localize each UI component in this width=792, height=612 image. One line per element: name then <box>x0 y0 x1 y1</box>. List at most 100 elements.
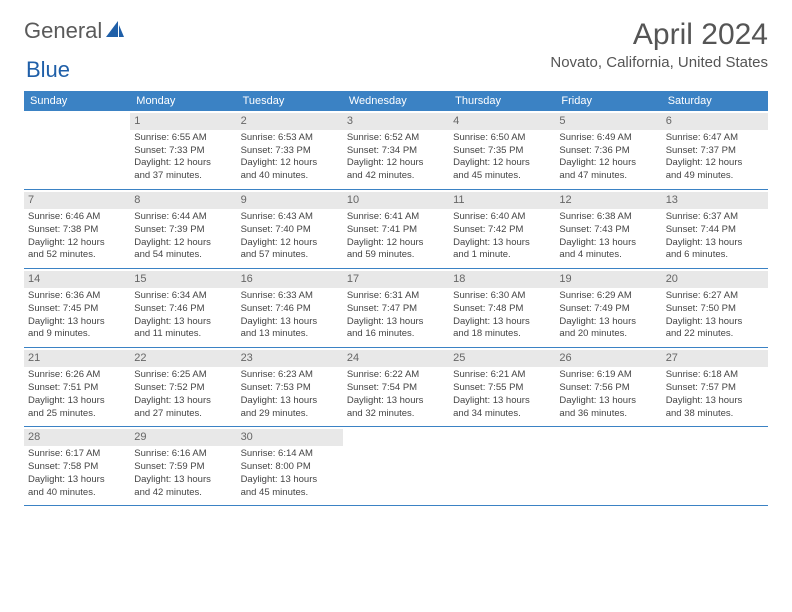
day-cell: 12Sunrise: 6:38 AMSunset: 7:43 PMDayligh… <box>555 190 661 268</box>
daylight-text: Daylight: 12 hours <box>241 237 339 250</box>
week-row: 1Sunrise: 6:55 AMSunset: 7:33 PMDaylight… <box>24 111 768 190</box>
sunrise-text: Sunrise: 6:53 AM <box>241 132 339 145</box>
daylight-text-cont: and 16 minutes. <box>347 328 445 341</box>
daylight-text-cont: and 9 minutes. <box>28 328 126 341</box>
sunrise-text: Sunrise: 6:31 AM <box>347 290 445 303</box>
sunrise-text: Sunrise: 6:26 AM <box>28 369 126 382</box>
sunset-text: Sunset: 7:36 PM <box>559 145 657 158</box>
day-number: 19 <box>555 271 661 288</box>
daylight-text-cont: and 38 minutes. <box>666 408 764 421</box>
day-cell: 6Sunrise: 6:47 AMSunset: 7:37 PMDaylight… <box>662 111 768 189</box>
sunrise-text: Sunrise: 6:40 AM <box>453 211 551 224</box>
day-number: 3 <box>343 113 449 130</box>
daylight-text-cont: and 54 minutes. <box>134 249 232 262</box>
sunrise-text: Sunrise: 6:14 AM <box>241 448 339 461</box>
sunrise-text: Sunrise: 6:55 AM <box>134 132 232 145</box>
daylight-text: Daylight: 13 hours <box>453 395 551 408</box>
sunrise-text: Sunrise: 6:27 AM <box>666 290 764 303</box>
day-number: 13 <box>662 192 768 209</box>
sunrise-text: Sunrise: 6:30 AM <box>453 290 551 303</box>
sunset-text: Sunset: 7:51 PM <box>28 382 126 395</box>
daylight-text: Daylight: 13 hours <box>134 474 232 487</box>
week-row: 14Sunrise: 6:36 AMSunset: 7:45 PMDayligh… <box>24 269 768 348</box>
day-cell: 22Sunrise: 6:25 AMSunset: 7:52 PMDayligh… <box>130 348 236 426</box>
sunset-text: Sunset: 7:42 PM <box>453 224 551 237</box>
daylight-text: Daylight: 13 hours <box>241 395 339 408</box>
logo: General <box>24 18 128 44</box>
daylight-text: Daylight: 13 hours <box>28 316 126 329</box>
day-cell: 3Sunrise: 6:52 AMSunset: 7:34 PMDaylight… <box>343 111 449 189</box>
day-cell: 5Sunrise: 6:49 AMSunset: 7:36 PMDaylight… <box>555 111 661 189</box>
day-number: 20 <box>662 271 768 288</box>
sunrise-text: Sunrise: 6:16 AM <box>134 448 232 461</box>
daylight-text: Daylight: 12 hours <box>666 157 764 170</box>
day-cell-empty <box>343 427 449 505</box>
day-number: 22 <box>130 350 236 367</box>
sunset-text: Sunset: 7:45 PM <box>28 303 126 316</box>
day-number: 2 <box>237 113 343 130</box>
daylight-text: Daylight: 13 hours <box>559 395 657 408</box>
day-header-cell: Thursday <box>449 91 555 111</box>
sunrise-text: Sunrise: 6:50 AM <box>453 132 551 145</box>
day-number: 7 <box>24 192 130 209</box>
sunset-text: Sunset: 7:56 PM <box>559 382 657 395</box>
day-cell: 19Sunrise: 6:29 AMSunset: 7:49 PMDayligh… <box>555 269 661 347</box>
daylight-text: Daylight: 13 hours <box>241 316 339 329</box>
day-number: 28 <box>24 429 130 446</box>
sunset-text: Sunset: 7:46 PM <box>134 303 232 316</box>
daylight-text: Daylight: 12 hours <box>559 157 657 170</box>
sunrise-text: Sunrise: 6:37 AM <box>666 211 764 224</box>
day-cell: 4Sunrise: 6:50 AMSunset: 7:35 PMDaylight… <box>449 111 555 189</box>
day-number: 10 <box>343 192 449 209</box>
daylight-text-cont: and 42 minutes. <box>134 487 232 500</box>
day-cell: 10Sunrise: 6:41 AMSunset: 7:41 PMDayligh… <box>343 190 449 268</box>
daylight-text-cont: and 27 minutes. <box>134 408 232 421</box>
daylight-text-cont: and 13 minutes. <box>241 328 339 341</box>
weeks-container: 1Sunrise: 6:55 AMSunset: 7:33 PMDaylight… <box>24 111 768 506</box>
sunrise-text: Sunrise: 6:34 AM <box>134 290 232 303</box>
day-header-cell: Wednesday <box>343 91 449 111</box>
day-number: 25 <box>449 350 555 367</box>
daylight-text: Daylight: 13 hours <box>134 316 232 329</box>
day-cell: 25Sunrise: 6:21 AMSunset: 7:55 PMDayligh… <box>449 348 555 426</box>
daylight-text-cont: and 59 minutes. <box>347 249 445 262</box>
day-cell: 30Sunrise: 6:14 AMSunset: 8:00 PMDayligh… <box>237 427 343 505</box>
sunset-text: Sunset: 7:35 PM <box>453 145 551 158</box>
sunset-text: Sunset: 7:33 PM <box>134 145 232 158</box>
daylight-text-cont: and 34 minutes. <box>453 408 551 421</box>
sunrise-text: Sunrise: 6:36 AM <box>28 290 126 303</box>
sunset-text: Sunset: 7:59 PM <box>134 461 232 474</box>
day-cell: 24Sunrise: 6:22 AMSunset: 7:54 PMDayligh… <box>343 348 449 426</box>
day-header-cell: Sunday <box>24 91 130 111</box>
daylight-text: Daylight: 13 hours <box>453 316 551 329</box>
sunset-text: Sunset: 7:54 PM <box>347 382 445 395</box>
week-row: 28Sunrise: 6:17 AMSunset: 7:58 PMDayligh… <box>24 427 768 506</box>
day-cell: 23Sunrise: 6:23 AMSunset: 7:53 PMDayligh… <box>237 348 343 426</box>
day-number: 29 <box>130 429 236 446</box>
day-number: 15 <box>130 271 236 288</box>
calendar: SundayMondayTuesdayWednesdayThursdayFrid… <box>24 91 768 506</box>
sunset-text: Sunset: 7:58 PM <box>28 461 126 474</box>
daylight-text: Daylight: 13 hours <box>134 395 232 408</box>
sunset-text: Sunset: 7:47 PM <box>347 303 445 316</box>
daylight-text: Daylight: 12 hours <box>241 157 339 170</box>
sunrise-text: Sunrise: 6:49 AM <box>559 132 657 145</box>
day-cell-empty <box>662 427 768 505</box>
daylight-text-cont: and 45 minutes. <box>453 170 551 183</box>
logo-text-blue: Blue <box>26 57 70 82</box>
sunrise-text: Sunrise: 6:47 AM <box>666 132 764 145</box>
day-cell: 2Sunrise: 6:53 AMSunset: 7:33 PMDaylight… <box>237 111 343 189</box>
daylight-text: Daylight: 13 hours <box>666 316 764 329</box>
day-cell: 29 Sunrise: 6:16 AMSunset: 7:59 PMDayligh… <box>130 427 236 505</box>
daylight-text-cont: and 52 minutes. <box>28 249 126 262</box>
sunset-text: Sunset: 8:00 PM <box>241 461 339 474</box>
logo-sail-icon <box>104 19 126 44</box>
logo-text-general: General <box>24 18 102 44</box>
sunrise-text: Sunrise: 6:43 AM <box>241 211 339 224</box>
sunset-text: Sunset: 7:55 PM <box>453 382 551 395</box>
sunset-text: Sunset: 7:48 PM <box>453 303 551 316</box>
day-number: 14 <box>24 271 130 288</box>
day-cell: 26Sunrise: 6:19 AMSunset: 7:56 PMDayligh… <box>555 348 661 426</box>
daylight-text: Daylight: 13 hours <box>347 395 445 408</box>
sunset-text: Sunset: 7:39 PM <box>134 224 232 237</box>
